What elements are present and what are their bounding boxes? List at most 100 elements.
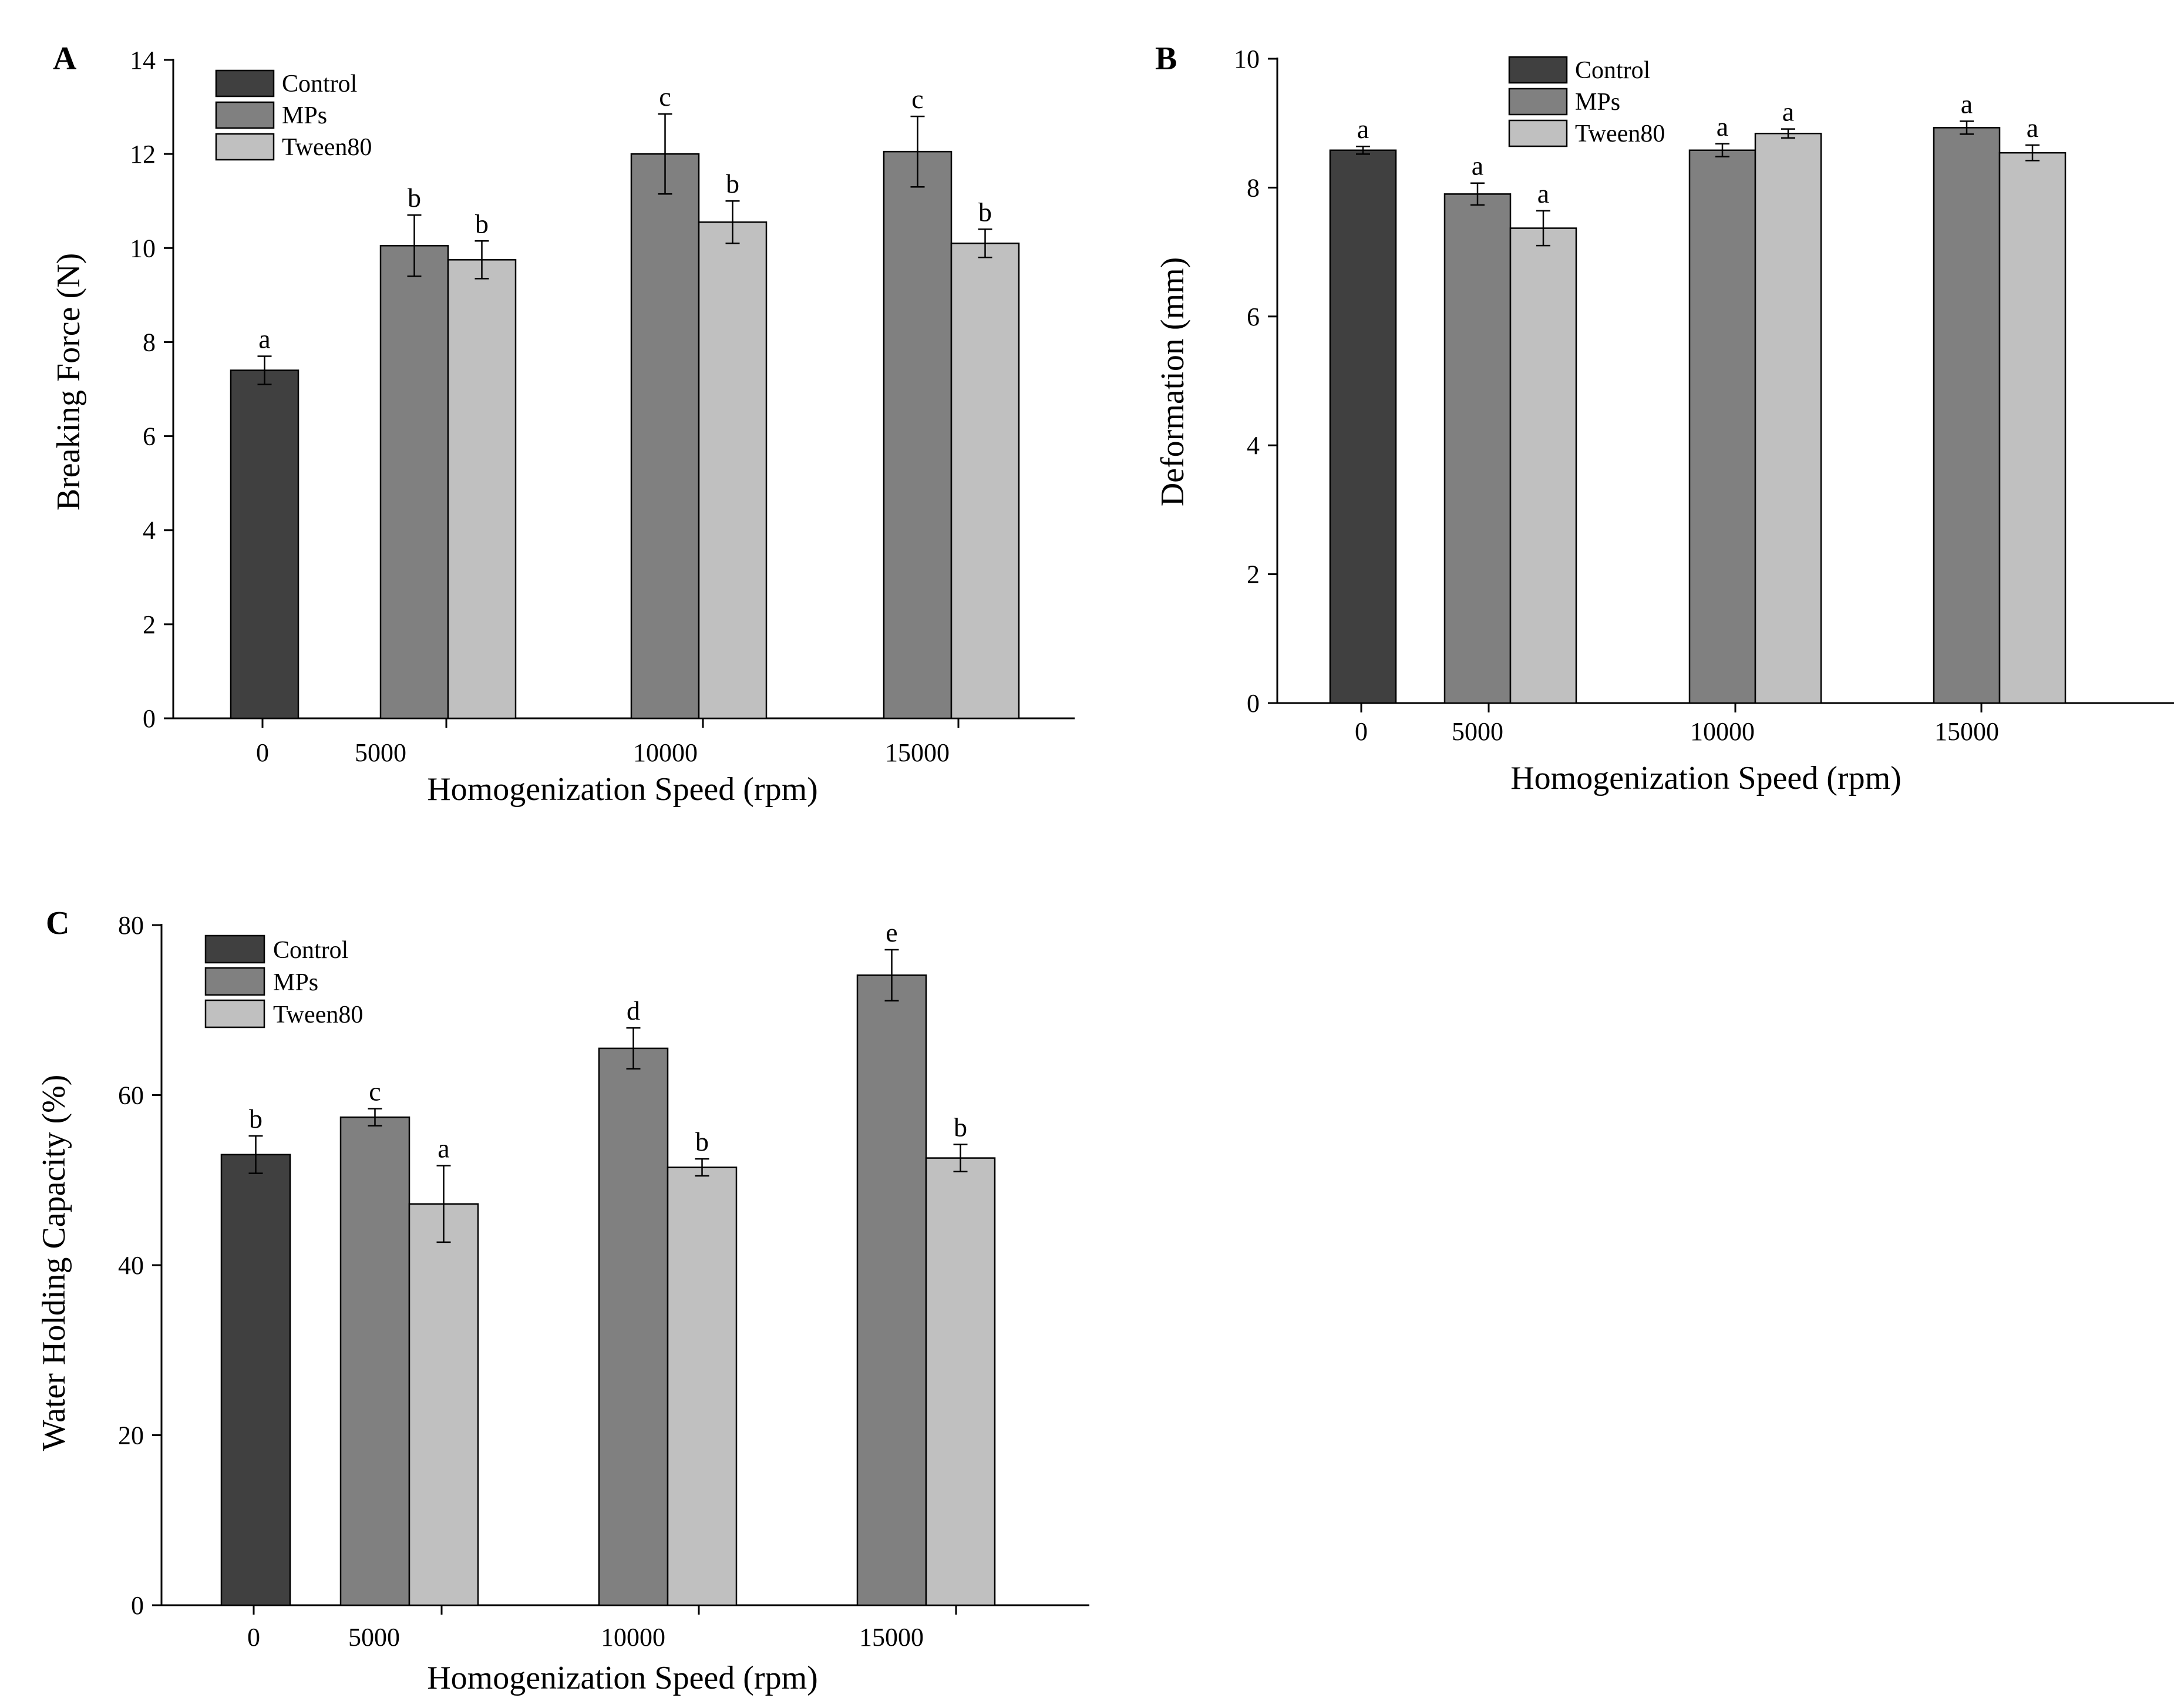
panel-c-bar-mps <box>856 974 927 1606</box>
panel-c-y-tick-label: 80 <box>118 911 144 940</box>
panel-b-significance-label: a <box>1472 151 1483 181</box>
panel-c-bar-control <box>220 1154 291 1606</box>
panel-c-x-tick-label: 15000 <box>859 1623 924 1652</box>
panel-b-bar-tween80 <box>1754 133 1822 704</box>
panel-a-y-tick-label: 6 <box>143 422 156 451</box>
panel-a-x-tick-label: 0 <box>256 738 269 767</box>
panel-c-significance-label: b <box>249 1104 263 1134</box>
panel-a-significance-label: b <box>726 169 739 199</box>
panel-a-bar-mps <box>883 150 953 719</box>
panel-c-x-tick-label: 5000 <box>348 1623 400 1652</box>
panel-a-significance-label: a <box>258 324 270 354</box>
panel-b-y-tick-label: 8 <box>1247 173 1260 202</box>
panel-a-bar-mps <box>379 245 449 719</box>
panel-a-y-tick-label: 14 <box>130 46 156 75</box>
panel-c-significance-label: c <box>369 1077 381 1107</box>
panel-b-y-tick-label: 0 <box>1247 689 1260 718</box>
panel-a-significance-label: c <box>911 84 923 114</box>
panel-a-y-tick-label: 2 <box>143 610 156 639</box>
panel-a-significance-label: c <box>659 82 671 112</box>
panel-a-legend-swatch-mps <box>215 101 275 129</box>
panel-b-y-title: Deformation (mm) <box>1155 257 1191 507</box>
panel-a-legend-label: MPs <box>282 102 327 129</box>
panel-a-y-tick-label: 12 <box>130 140 156 169</box>
panel-a-significance-label: b <box>408 183 421 213</box>
panel-c-y-tick-label: 60 <box>118 1081 144 1110</box>
panel-c-significance-label: b <box>954 1112 967 1142</box>
panel-a-bar-tween80 <box>950 243 1020 719</box>
panel-c-significance-label: e <box>886 917 897 947</box>
panel-c-bar-tween80 <box>408 1203 479 1606</box>
panel-c-x-tick-label: 0 <box>247 1623 260 1652</box>
panel-letter-c: C <box>46 905 69 942</box>
panel-a-significance-label: b <box>978 197 992 227</box>
panel-b-y-tick-label: 2 <box>1247 560 1260 589</box>
panel-b-significance-label: a <box>1961 89 1973 119</box>
panel-a-y-tick-label: 0 <box>143 704 156 733</box>
panel-a-x-tick-label: 15000 <box>885 738 950 767</box>
panel-b-x-tick-label: 10000 <box>1690 717 1755 746</box>
panel-a-bar-control <box>230 369 299 719</box>
panel-b-legend-swatch-control <box>1508 56 1568 84</box>
panel-b-x-title: Homogenization Speed (rpm) <box>1510 760 1902 796</box>
panel-b-significance-label: a <box>2027 113 2038 143</box>
panel-a-significance-label: b <box>475 209 489 238</box>
panel-b-x-tick-label: 15000 <box>1934 717 1999 746</box>
panel-b-bar-tween80 <box>1509 227 1577 704</box>
panel-c-legend-swatch-tween80 <box>204 999 265 1028</box>
panel-a-bar-mps <box>630 153 700 719</box>
panel-c-bar-mps <box>339 1116 410 1606</box>
panel-letter-a: A <box>53 41 77 77</box>
panel-c-bar-mps <box>598 1047 669 1606</box>
panel-a-x-title: Homogenization Speed (rpm) <box>427 771 818 808</box>
panel-c-legend-label: Tween80 <box>273 1001 363 1028</box>
panel-b-legend-label: Tween80 <box>1575 120 1665 147</box>
panel-b: B Deformation (mm) Homogenization Speed … <box>1155 41 2174 796</box>
panel-c-legend-label: MPs <box>273 969 318 996</box>
panel-a: A Breaking Force (N) Homogenization Spee… <box>51 41 1075 808</box>
panel-c-significance-label: d <box>627 996 640 1026</box>
panel-a-legend-swatch-tween80 <box>215 133 275 161</box>
panel-c-y-title: Water Holding Capacity (%) <box>36 1075 72 1451</box>
panel-c-x-tick-label: 10000 <box>601 1623 665 1652</box>
panel-b-x-tick-label: 5000 <box>1452 717 1503 746</box>
panel-c-legend-swatch-mps <box>204 967 265 996</box>
panel-b-y-tick-label: 4 <box>1247 431 1260 460</box>
panel-a-y-tick-label: 4 <box>143 516 156 545</box>
panel-b-bar-tween80 <box>1998 152 2067 704</box>
panel-a-y-title: Breaking Force (N) <box>51 253 87 511</box>
panel-b-bar-mps <box>1933 127 2001 704</box>
panel-b-legend-swatch-mps <box>1508 88 1568 116</box>
panel-b-bar-mps <box>1688 149 1756 704</box>
panel-letter-b: B <box>1155 41 1177 77</box>
panel-b-x-tick-label: 0 <box>1355 717 1368 746</box>
panel-c-bar-tween80 <box>925 1157 996 1606</box>
panel-c-x-title: Homogenization Speed (rpm) <box>427 1660 818 1696</box>
panel-b-legend-swatch-tween80 <box>1508 119 1568 147</box>
panel-b-y-tick-label: 10 <box>1234 45 1260 73</box>
panel-a-bar-tween80 <box>447 259 517 719</box>
panel-c-legend-label: Control <box>273 937 348 964</box>
panel-b-legend-label: Control <box>1575 57 1650 84</box>
panel-b-bar-mps <box>1443 193 1512 704</box>
panel-c-y-tick-label: 20 <box>118 1421 144 1450</box>
panel-c-y-tick-label: 40 <box>118 1251 144 1280</box>
panel-c-significance-label: a <box>438 1134 449 1164</box>
panel-a-x-tick-label: 10000 <box>633 738 698 767</box>
panel-a-y-tick-label: 8 <box>143 328 156 357</box>
panel-a-legend-swatch-control <box>215 69 275 97</box>
panel-b-y-tick-label: 6 <box>1247 302 1260 331</box>
panel-a-bar-tween80 <box>698 221 768 719</box>
panel-b-significance-label: a <box>1717 112 1728 142</box>
panel-c-legend-swatch-control <box>204 934 265 964</box>
panel-b-significance-label: a <box>1537 179 1549 209</box>
panel-c-significance-label: b <box>695 1127 709 1156</box>
panel-c-y-tick-label: 0 <box>131 1591 144 1620</box>
panel-b-bar-control <box>1329 149 1397 704</box>
panel-a-legend-label: Control <box>282 70 357 97</box>
panel-a-x-tick-label: 5000 <box>355 738 406 767</box>
panel-b-legend-label: MPs <box>1575 89 1620 116</box>
panel-c-bar-tween80 <box>667 1166 738 1606</box>
panel-b-significance-label: a <box>1357 114 1369 144</box>
